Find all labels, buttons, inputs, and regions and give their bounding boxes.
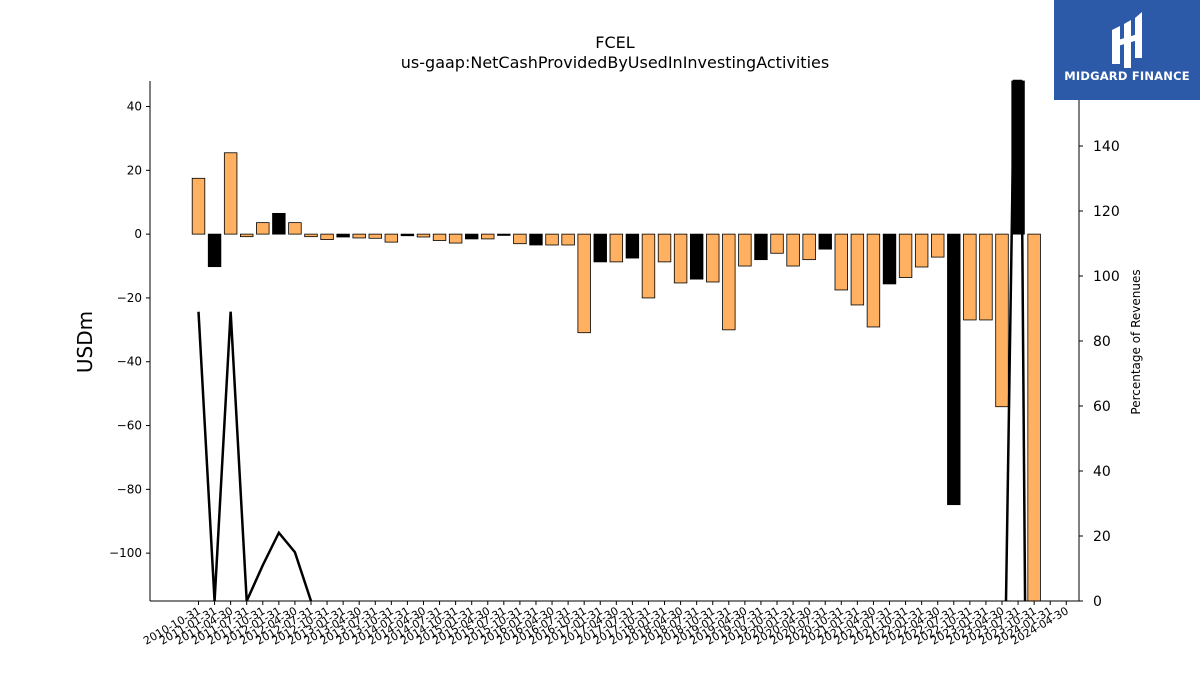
bar [609,233,624,263]
bar [738,233,752,267]
bar [240,233,254,238]
bar [593,233,607,263]
bar [448,233,463,244]
percentage-line-spike [1004,79,1027,602]
bar [223,152,238,235]
bar [432,233,447,241]
bar [368,233,382,239]
bar [256,222,270,235]
bar [207,233,222,268]
y-tick-label: −40 [117,355,142,369]
bar [722,233,736,331]
y-tick-label: −80 [117,482,142,496]
bar [882,233,897,285]
y-axis-label: USDm [73,311,97,373]
percentage-line-group [197,79,1027,602]
bar [770,233,784,254]
bar [304,233,318,238]
bar [545,233,559,246]
bar [481,233,495,240]
bar [464,233,479,240]
bar [191,177,206,235]
y-tick-label: 0 [134,227,142,241]
y-tick-label: −100 [109,546,142,560]
bar [561,233,575,246]
midgard-logo-icon [1112,12,1142,68]
y2-tick-label: 0 [1093,594,1102,610]
bar [272,212,286,235]
midgard-finance-logo: MIDGARD FINANCE [1054,0,1200,100]
y2-tick-label: 120 [1093,204,1120,220]
bar [754,233,768,261]
bar [947,233,961,506]
bar [963,233,977,321]
y2-tick-label: 60 [1093,399,1111,415]
bar [1027,233,1041,602]
y2-tick-label: 100 [1093,269,1120,285]
bar [577,233,591,334]
bar [898,233,913,278]
bar [866,233,881,328]
bar [497,233,511,236]
bar [673,233,688,284]
bar [931,233,945,258]
bar [834,233,849,291]
bar [850,233,865,306]
bar [995,233,1009,408]
bar [641,233,656,299]
logo-text: MIDGARD FINANCE [1064,69,1190,83]
bar [352,233,366,239]
bar [384,233,399,243]
bar [625,233,640,259]
y-tick-label: 40 [127,100,142,114]
bars-group [191,80,1041,602]
y-tick-label: 20 [127,163,142,177]
bar [802,233,816,261]
bar [529,233,543,246]
bar [400,233,415,237]
chart-subtitle: us-gaap:NetCashProvidedByUsedInInvesting… [401,53,829,72]
y2-axis-label: Percentage of Revenues [1129,269,1143,414]
bar [336,233,350,238]
chart-title: FCEL [595,33,634,52]
bar [706,233,720,283]
y2-tick-label: 20 [1093,529,1111,545]
bar [786,233,800,267]
bar [657,233,672,263]
y-tick-label: −60 [117,419,142,433]
y2-tick-label: 80 [1093,334,1111,350]
bar [979,233,993,321]
axes-group: 40200−20−40−60−80−1000204060801001201402… [109,81,1120,648]
bar [320,233,334,240]
y-tick-label: −20 [117,291,142,305]
bar [288,222,302,235]
bar [818,233,832,250]
y2-tick-label: 40 [1093,464,1111,480]
bar [689,233,704,280]
bar [513,233,527,245]
bar [914,233,929,268]
bar [416,233,431,238]
y2-tick-label: 140 [1093,139,1120,155]
percentage-line [197,311,313,602]
